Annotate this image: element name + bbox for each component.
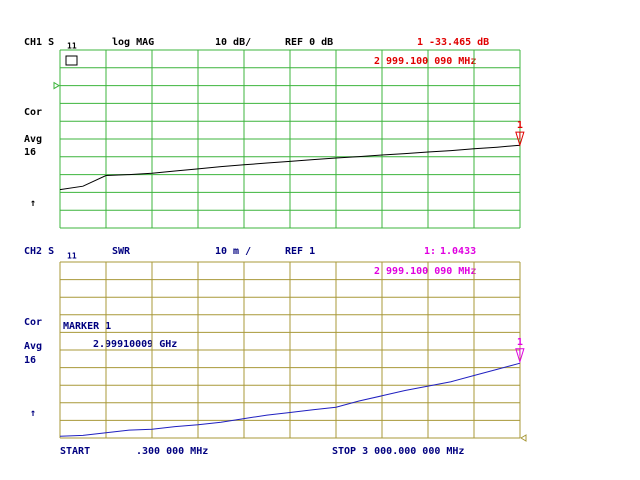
- scale-label: 10 dB/: [215, 37, 251, 48]
- reference-indicator: [520, 434, 527, 442]
- marker-readout-title: MARKER 1: [63, 321, 111, 332]
- status-label: 16: [24, 147, 36, 158]
- status-label: Cor: [24, 107, 42, 118]
- start-label: START: [60, 446, 90, 457]
- channel-label: CH2 S: [24, 246, 54, 257]
- scale-label: 10 m /: [215, 246, 251, 257]
- marker-value: -33.465 dB: [429, 37, 489, 48]
- reference-indicator: [53, 81, 60, 90]
- icon-box: [65, 55, 78, 66]
- status-label: Avg: [24, 134, 42, 145]
- parameter-label: 11: [67, 42, 77, 51]
- reference-label: REF 1: [285, 246, 315, 257]
- marker-tag: 1: [517, 337, 523, 348]
- status-label: 16: [24, 355, 36, 366]
- stop-frequency: STOP 3 000.000 000 MHz: [332, 446, 464, 457]
- marker-readout-frequency: 2.99910009 GHz: [93, 339, 177, 350]
- status-label: ↑: [30, 408, 36, 419]
- channel-label: CH1 S: [24, 37, 54, 48]
- status-label: ↑: [30, 198, 36, 209]
- marker-number: 1:: [424, 246, 436, 257]
- start-frequency: .300 000 MHz: [136, 446, 208, 457]
- format-label: log MAG: [112, 37, 154, 48]
- status-label: Avg: [24, 341, 42, 352]
- parameter-label: 11: [67, 252, 77, 261]
- marker-value: 1.0433: [440, 246, 476, 257]
- reference-label: REF 0 dB: [285, 37, 333, 48]
- marker-frequency: 2 999.100 090 MHz: [374, 56, 476, 67]
- channel-2: CH2 S 11 SWR 10 m / REF 1 1: 1.0433 2 99…: [24, 246, 527, 457]
- marker-tag: 1: [517, 120, 523, 131]
- trace: [59, 362, 521, 437]
- channel-1: CH1 S 11 log MAG 10 dB/ REF 0 dB 1 -33.4…: [24, 37, 525, 229]
- marker-number: 1: [417, 37, 423, 48]
- trace: [59, 144, 521, 191]
- marker-frequency: 2 999.100 090 MHz: [374, 266, 476, 277]
- format-label: SWR: [112, 246, 131, 257]
- status-label: Cor: [24, 317, 42, 328]
